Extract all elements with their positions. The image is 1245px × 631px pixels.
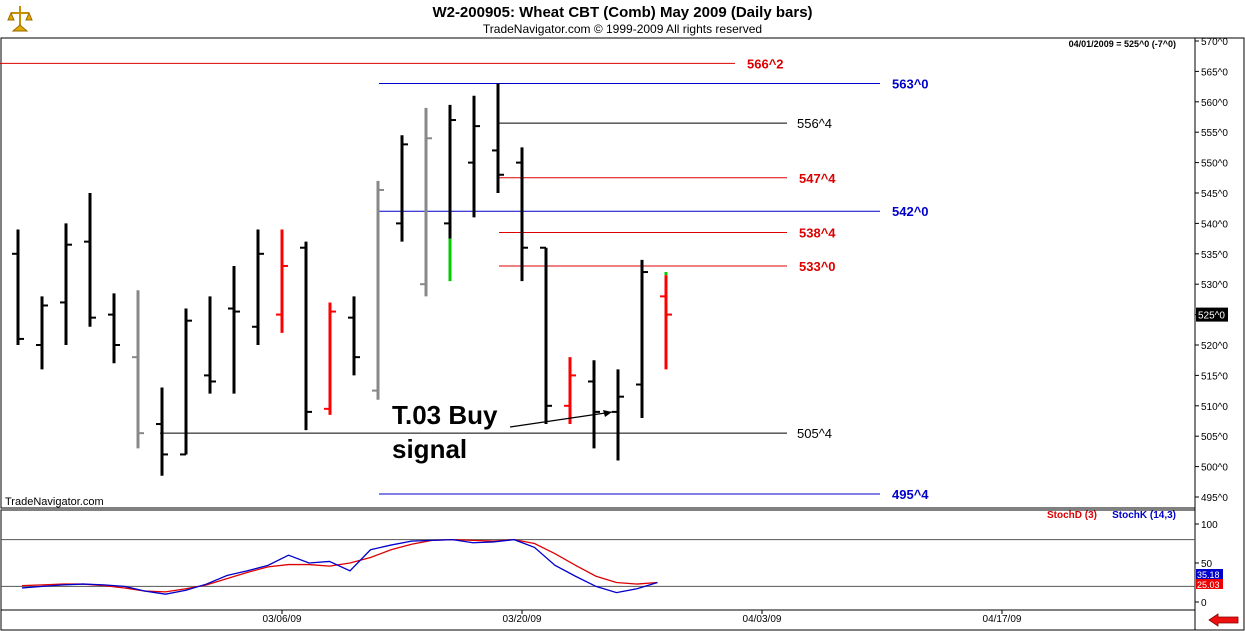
price-tick-label-11: 550^0 bbox=[1201, 159, 1228, 170]
level-label-4: 542^0 bbox=[892, 204, 929, 219]
x-tick-label-0: 03/06/09 bbox=[263, 614, 302, 625]
ohlc-bar-23 bbox=[564, 357, 576, 425]
price-tick-label-7: 530^0 bbox=[1201, 280, 1228, 291]
watermark: TradeNavigator.com bbox=[5, 496, 104, 508]
price-tick-label-8: 535^0 bbox=[1201, 250, 1228, 261]
ohlc-bar-15 bbox=[372, 180, 384, 400]
stoch-tick-label-2: 100 bbox=[1201, 520, 1218, 531]
level-label-7: 505^4 bbox=[797, 426, 832, 441]
ohlc-bar-3 bbox=[84, 193, 96, 327]
price-readout: 04/01/2009 = 525^0 (-7^0) bbox=[1069, 39, 1176, 49]
x-tick-label-2: 04/03/09 bbox=[743, 614, 782, 625]
legend-stochk: StochK (14,3) bbox=[1112, 510, 1176, 521]
stochk-last-value: 35.18 bbox=[1197, 570, 1220, 580]
price-tick-label-2: 505^0 bbox=[1201, 432, 1228, 443]
stochd-last-value: 25.03 bbox=[1197, 580, 1220, 590]
ohlc-bar-9 bbox=[228, 265, 240, 394]
price-tick-label-5: 520^0 bbox=[1201, 341, 1228, 352]
x-axis: 03/06/09 03/20/09 04/03/09 04/17/09 bbox=[263, 610, 1022, 625]
x-tick-label-1: 03/20/09 bbox=[503, 614, 542, 625]
ohlc-bar-6 bbox=[156, 387, 168, 476]
ohlc-bar-20 bbox=[492, 83, 504, 193]
ohlc-bar-19 bbox=[468, 95, 480, 218]
ohlc-bar-14 bbox=[348, 296, 360, 376]
legend-stochd: StochD (3) bbox=[1047, 510, 1097, 521]
level-label-3: 547^4 bbox=[799, 171, 836, 186]
price-tick-label-4: 515^0 bbox=[1201, 371, 1228, 382]
annotation-arrowhead-icon bbox=[603, 410, 612, 417]
stoch-series-0 bbox=[21, 538, 658, 593]
price-tick-label-10: 545^0 bbox=[1201, 189, 1228, 200]
chart-header: W2-200905: Wheat CBT (Comb) May 2009 (Da… bbox=[0, 0, 1245, 38]
last-price-box bbox=[1196, 307, 1228, 322]
price-tick-label-0: 495^0 bbox=[1201, 493, 1228, 504]
annotation-line-1: T.03 Buy bbox=[392, 400, 498, 430]
level-label-2: 556^4 bbox=[797, 116, 832, 131]
ohlc-bar-26 bbox=[636, 259, 648, 418]
chart-title: W2-200905: Wheat CBT (Comb) May 2009 (Da… bbox=[432, 4, 813, 21]
stochk-last-box bbox=[1196, 569, 1223, 579]
price-levels: 566^2 563^0 556^4 547^4 542^0 538^4 533^0 505^4… bbox=[0, 56, 929, 502]
annotation-arrow bbox=[509, 411, 613, 428]
y-axis-area bbox=[1194, 37, 1245, 631]
last-price-label: 525^0 bbox=[1198, 311, 1225, 322]
stoch-tick-label-1: 50 bbox=[1201, 559, 1213, 570]
ohlc-bar-12 bbox=[300, 241, 312, 431]
ohlc-bar-0 bbox=[12, 229, 24, 345]
ohlc-bar-11 bbox=[276, 229, 288, 333]
annotation-line-2: signal bbox=[392, 434, 467, 464]
scroll-left-arrow-icon[interactable] bbox=[1208, 613, 1239, 627]
stoch-tick-label-0: 0 bbox=[1201, 598, 1207, 609]
ohlc-bar-4 bbox=[108, 293, 120, 364]
price-tick-label-13: 560^0 bbox=[1201, 98, 1228, 109]
price-panel bbox=[0, 37, 1196, 509]
price-tick-label-9: 540^0 bbox=[1201, 219, 1228, 230]
level-label-6: 533^0 bbox=[799, 259, 836, 274]
chart-subtitle: TradeNavigator.com © 1999-2009 All right… bbox=[482, 22, 763, 36]
ohlc-bar-21 bbox=[516, 147, 528, 282]
stochd-last-box bbox=[1196, 579, 1223, 589]
level-label-0: 566^2 bbox=[747, 56, 784, 71]
price-tick-label-1: 500^0 bbox=[1201, 463, 1228, 474]
price-tick-label-3: 510^0 bbox=[1201, 402, 1228, 413]
ohlc-bar-24 bbox=[588, 360, 600, 449]
price-bars bbox=[12, 83, 672, 476]
ohlc-bar-17 bbox=[420, 107, 432, 297]
price-tick-label-14: 565^0 bbox=[1201, 67, 1228, 78]
stoch-series-1 bbox=[21, 538, 658, 595]
ohlc-bar-25 bbox=[612, 369, 624, 461]
ohlc-bar-18 bbox=[444, 104, 456, 239]
trade-navigator-logo-icon bbox=[5, 4, 35, 34]
level-label-8: 495^4 bbox=[892, 487, 929, 502]
price-tick-label-12: 555^0 bbox=[1201, 128, 1228, 139]
ohlc-bar-22 bbox=[540, 246, 552, 425]
price-axis: 495^0 500^0 505^0 510^0 515^0 520^0 525^0 530^0… bbox=[1195, 37, 1228, 504]
ohlc-bar-8 bbox=[204, 296, 216, 394]
ohlc-bar-27 bbox=[660, 275, 672, 370]
ohlc-bar-1 bbox=[36, 296, 48, 370]
price-tick-label-15: 570^0 bbox=[1201, 37, 1228, 48]
ohlc-bar-13 bbox=[324, 302, 336, 415]
stoch-panel bbox=[0, 509, 1196, 611]
x-tick-label-3: 04/17/09 bbox=[983, 614, 1022, 625]
level-label-1: 563^0 bbox=[892, 77, 929, 92]
ohlc-bar-10 bbox=[252, 229, 264, 345]
ohlc-bar-7 bbox=[180, 308, 192, 456]
stoch-lines bbox=[1, 538, 1195, 595]
ohlc-bar-16 bbox=[396, 135, 408, 242]
ohlc-bar-2 bbox=[60, 223, 72, 345]
level-label-5: 538^4 bbox=[799, 226, 836, 241]
ohlc-bar-5 bbox=[132, 290, 144, 449]
